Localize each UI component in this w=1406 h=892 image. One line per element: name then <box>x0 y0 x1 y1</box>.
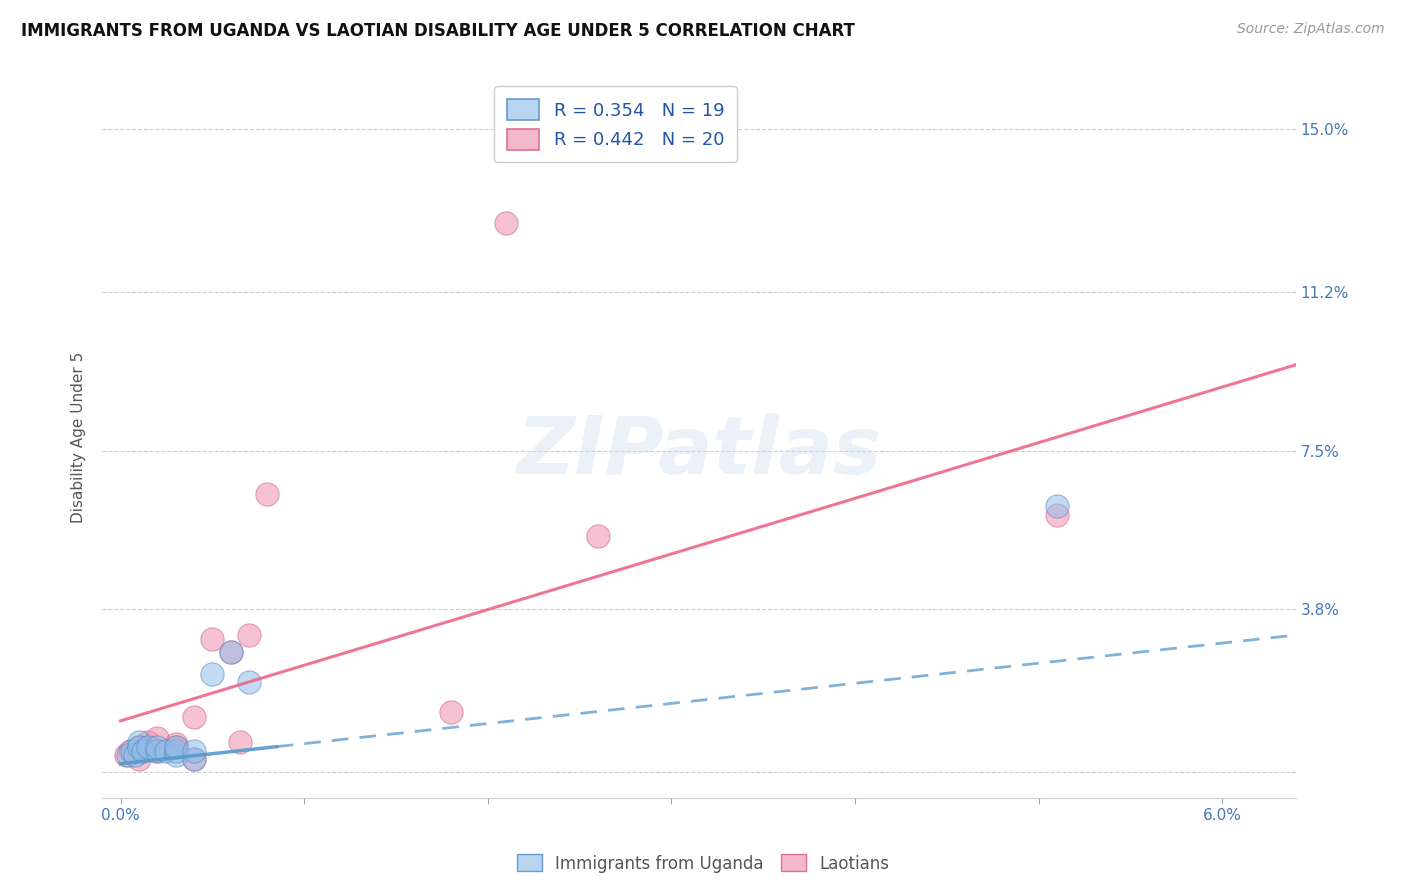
Point <box>586 529 609 543</box>
Legend: Immigrants from Uganda, Laotians: Immigrants from Uganda, Laotians <box>510 847 896 880</box>
Point <box>495 216 517 230</box>
Point <box>128 752 150 766</box>
Text: Source: ZipAtlas.com: Source: ZipAtlas.com <box>1237 22 1385 37</box>
Point <box>131 744 153 758</box>
Point <box>238 628 260 642</box>
Point <box>136 735 159 749</box>
Point <box>165 738 187 752</box>
Point <box>183 744 205 758</box>
Point <box>1046 500 1069 514</box>
Point <box>165 748 187 763</box>
Point <box>121 744 143 758</box>
Point <box>128 739 150 754</box>
Legend: R = 0.354   N = 19, R = 0.442   N = 20: R = 0.354 N = 19, R = 0.442 N = 20 <box>494 87 737 162</box>
Point <box>165 739 187 754</box>
Point <box>440 706 463 720</box>
Point <box>118 744 141 758</box>
Y-axis label: Disability Age Under 5: Disability Age Under 5 <box>72 352 86 524</box>
Text: ZIPatlas: ZIPatlas <box>516 413 882 491</box>
Point <box>146 731 169 745</box>
Point <box>238 675 260 690</box>
Text: IMMIGRANTS FROM UGANDA VS LAOTIAN DISABILITY AGE UNDER 5 CORRELATION CHART: IMMIGRANTS FROM UGANDA VS LAOTIAN DISABI… <box>21 22 855 40</box>
Point <box>146 739 169 754</box>
Point <box>115 748 138 763</box>
Point <box>146 744 169 758</box>
Point <box>124 748 146 763</box>
Point <box>165 744 187 758</box>
Point <box>128 739 150 754</box>
Point <box>1046 508 1069 522</box>
Point <box>229 735 252 749</box>
Point <box>183 709 205 723</box>
Point <box>256 486 278 500</box>
Point <box>219 645 242 659</box>
Point <box>219 645 242 659</box>
Point <box>155 744 177 758</box>
Point <box>201 632 224 647</box>
Point <box>136 739 159 754</box>
Point <box>183 752 205 766</box>
Point <box>128 735 150 749</box>
Point <box>117 748 139 763</box>
Point <box>183 752 205 766</box>
Point <box>146 744 169 758</box>
Point <box>201 666 224 681</box>
Point <box>165 739 187 754</box>
